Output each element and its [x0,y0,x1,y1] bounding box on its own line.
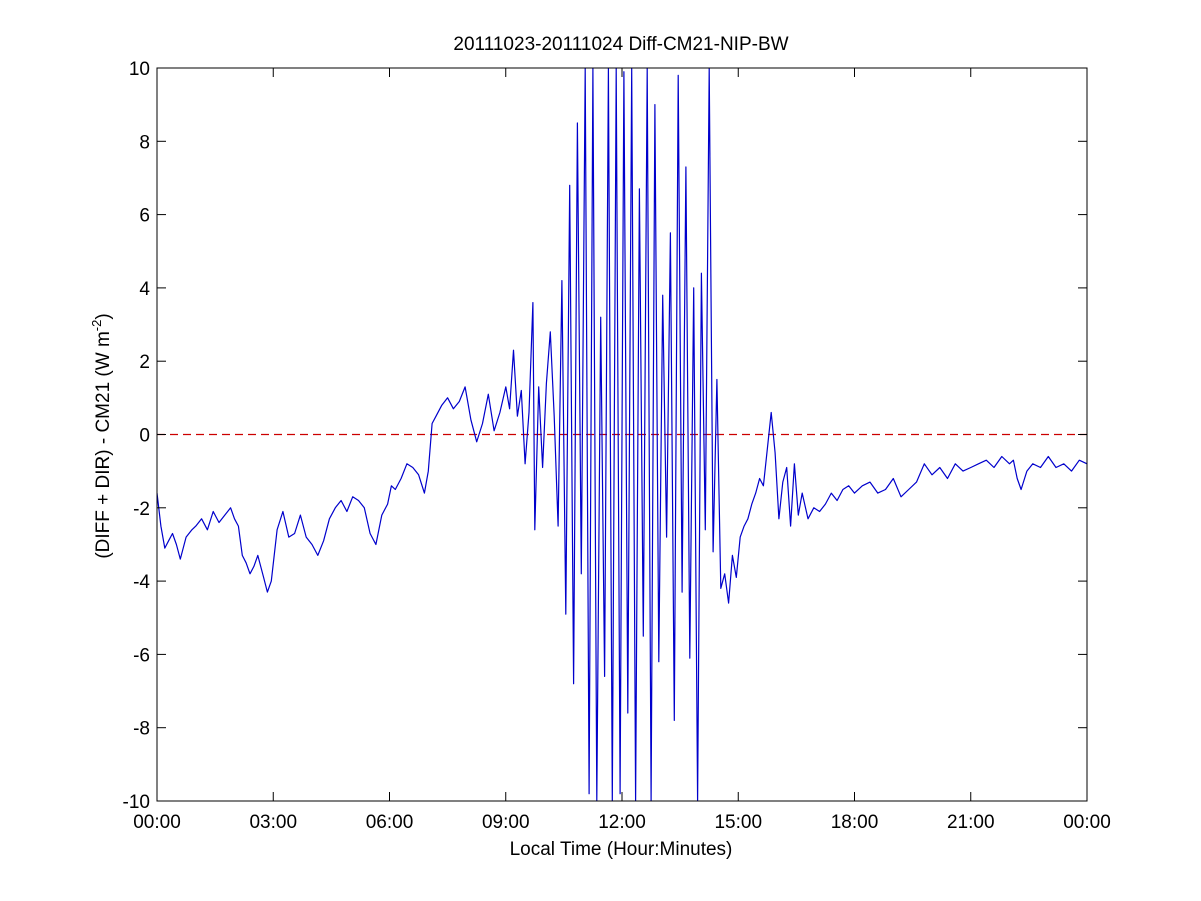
plot-frame [156,67,1088,802]
x-axis-label: Local Time (Hour:Minutes) [510,839,733,860]
y-axis-label-close: ) [93,313,114,319]
y-tick-label: -6 [133,645,150,666]
data-series-line [157,68,1087,801]
x-tick-label: 06:00 [366,812,414,833]
y-tick-label: -4 [133,572,150,593]
y-tick-label: 4 [139,279,150,300]
x-tick-label: 18:00 [831,812,879,833]
y-tick-label: -8 [133,719,150,740]
x-tick-label: 09:00 [482,812,530,833]
y-tick-label: 10 [129,59,150,80]
y-axis-label-main: (DIFF + DIR) - CM21 (W m [93,331,114,558]
y-axis-label: (DIFF + DIR) - CM21 (W m-2) [89,313,114,558]
y-tick-label: 6 [139,206,150,227]
x-tick-label: 15:00 [714,812,762,833]
x-tick-label: 21:00 [947,812,995,833]
x-tick-label: 03:00 [249,812,297,833]
y-tick-label: 8 [139,132,150,153]
x-tick-label: 00:00 [133,812,181,833]
chart-title: 20111023-20111024 Diff-CM21-NIP-BW [453,34,788,55]
y-tick-label: -2 [133,499,150,520]
y-axis-label-superscript: -2 [89,320,104,332]
x-tick-label: 00:00 [1063,812,1111,833]
x-tick-label: 12:00 [598,812,646,833]
y-tick-label: -10 [123,792,150,813]
y-tick-label: 2 [139,352,150,373]
y-tick-label: 0 [139,426,150,447]
